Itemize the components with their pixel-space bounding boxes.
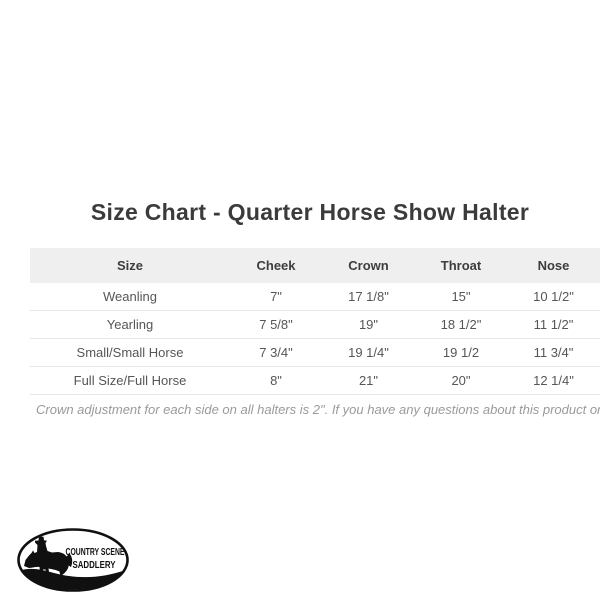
table-row-full-horse: Full Size/Full Horse 8" 21" 20" 12 1/4" xyxy=(30,366,600,395)
horse-rider-icon xyxy=(24,536,73,578)
cell-cheek: 7 5/8" xyxy=(230,310,322,339)
cell-size: Small/Small Horse xyxy=(30,338,230,367)
cell-nose: 12 1/4" xyxy=(507,366,600,395)
size-chart-table: Size Cheek Crown Throat Nose Weanling 7"… xyxy=(30,248,600,395)
page-title: Size Chart - Quarter Horse Show Halter xyxy=(90,199,530,225)
table-header-row: Size Cheek Crown Throat Nose xyxy=(30,248,600,283)
cell-nose: 10 1/2" xyxy=(507,283,600,311)
cell-throat: 18 1/2" xyxy=(415,310,507,339)
cell-size: Yearling xyxy=(30,310,230,339)
brand-logo: COUNTRY SCENE SADDLERY xyxy=(16,527,130,593)
cell-throat: 15" xyxy=(415,283,507,311)
cell-cheek: 8" xyxy=(230,366,322,395)
logo-text-line2: SADDLERY xyxy=(73,560,116,571)
cell-cheek: 7" xyxy=(230,283,322,311)
cell-throat: 20" xyxy=(415,366,507,395)
column-header-size: Size xyxy=(30,248,230,283)
cell-crown: 19 1/4" xyxy=(322,338,415,367)
country-scene-saddlery-logo: COUNTRY SCENE SADDLERY xyxy=(17,528,129,592)
cell-nose: 11 3/4" xyxy=(507,338,600,367)
cell-crown: 21" xyxy=(322,366,415,395)
cell-throat: 19 1/2 xyxy=(415,338,507,367)
size-chart-footnote: Crown adjustment for each side on all ha… xyxy=(36,402,600,417)
cell-nose: 11 1/2" xyxy=(507,310,600,339)
table-row-weanling: Weanling 7" 17 1/8" 15" 10 1/2" xyxy=(30,283,600,311)
table-row-small-horse: Small/Small Horse 7 3/4" 19 1/4" 19 1/2 … xyxy=(30,338,600,367)
cell-cheek: 7 3/4" xyxy=(230,338,322,367)
column-header-cheek: Cheek xyxy=(230,248,322,283)
logo-text-line1: COUNTRY SCENE xyxy=(66,547,125,558)
cell-size: Weanling xyxy=(30,283,230,311)
column-header-crown: Crown xyxy=(322,248,415,283)
column-header-throat: Throat xyxy=(415,248,507,283)
cell-crown: 17 1/8" xyxy=(322,283,415,311)
cell-size: Full Size/Full Horse xyxy=(30,366,230,395)
table-row-yearling: Yearling 7 5/8" 19" 18 1/2" 11 1/2" xyxy=(30,310,600,339)
cell-crown: 19" xyxy=(322,310,415,339)
column-header-nose: Nose xyxy=(507,248,600,283)
